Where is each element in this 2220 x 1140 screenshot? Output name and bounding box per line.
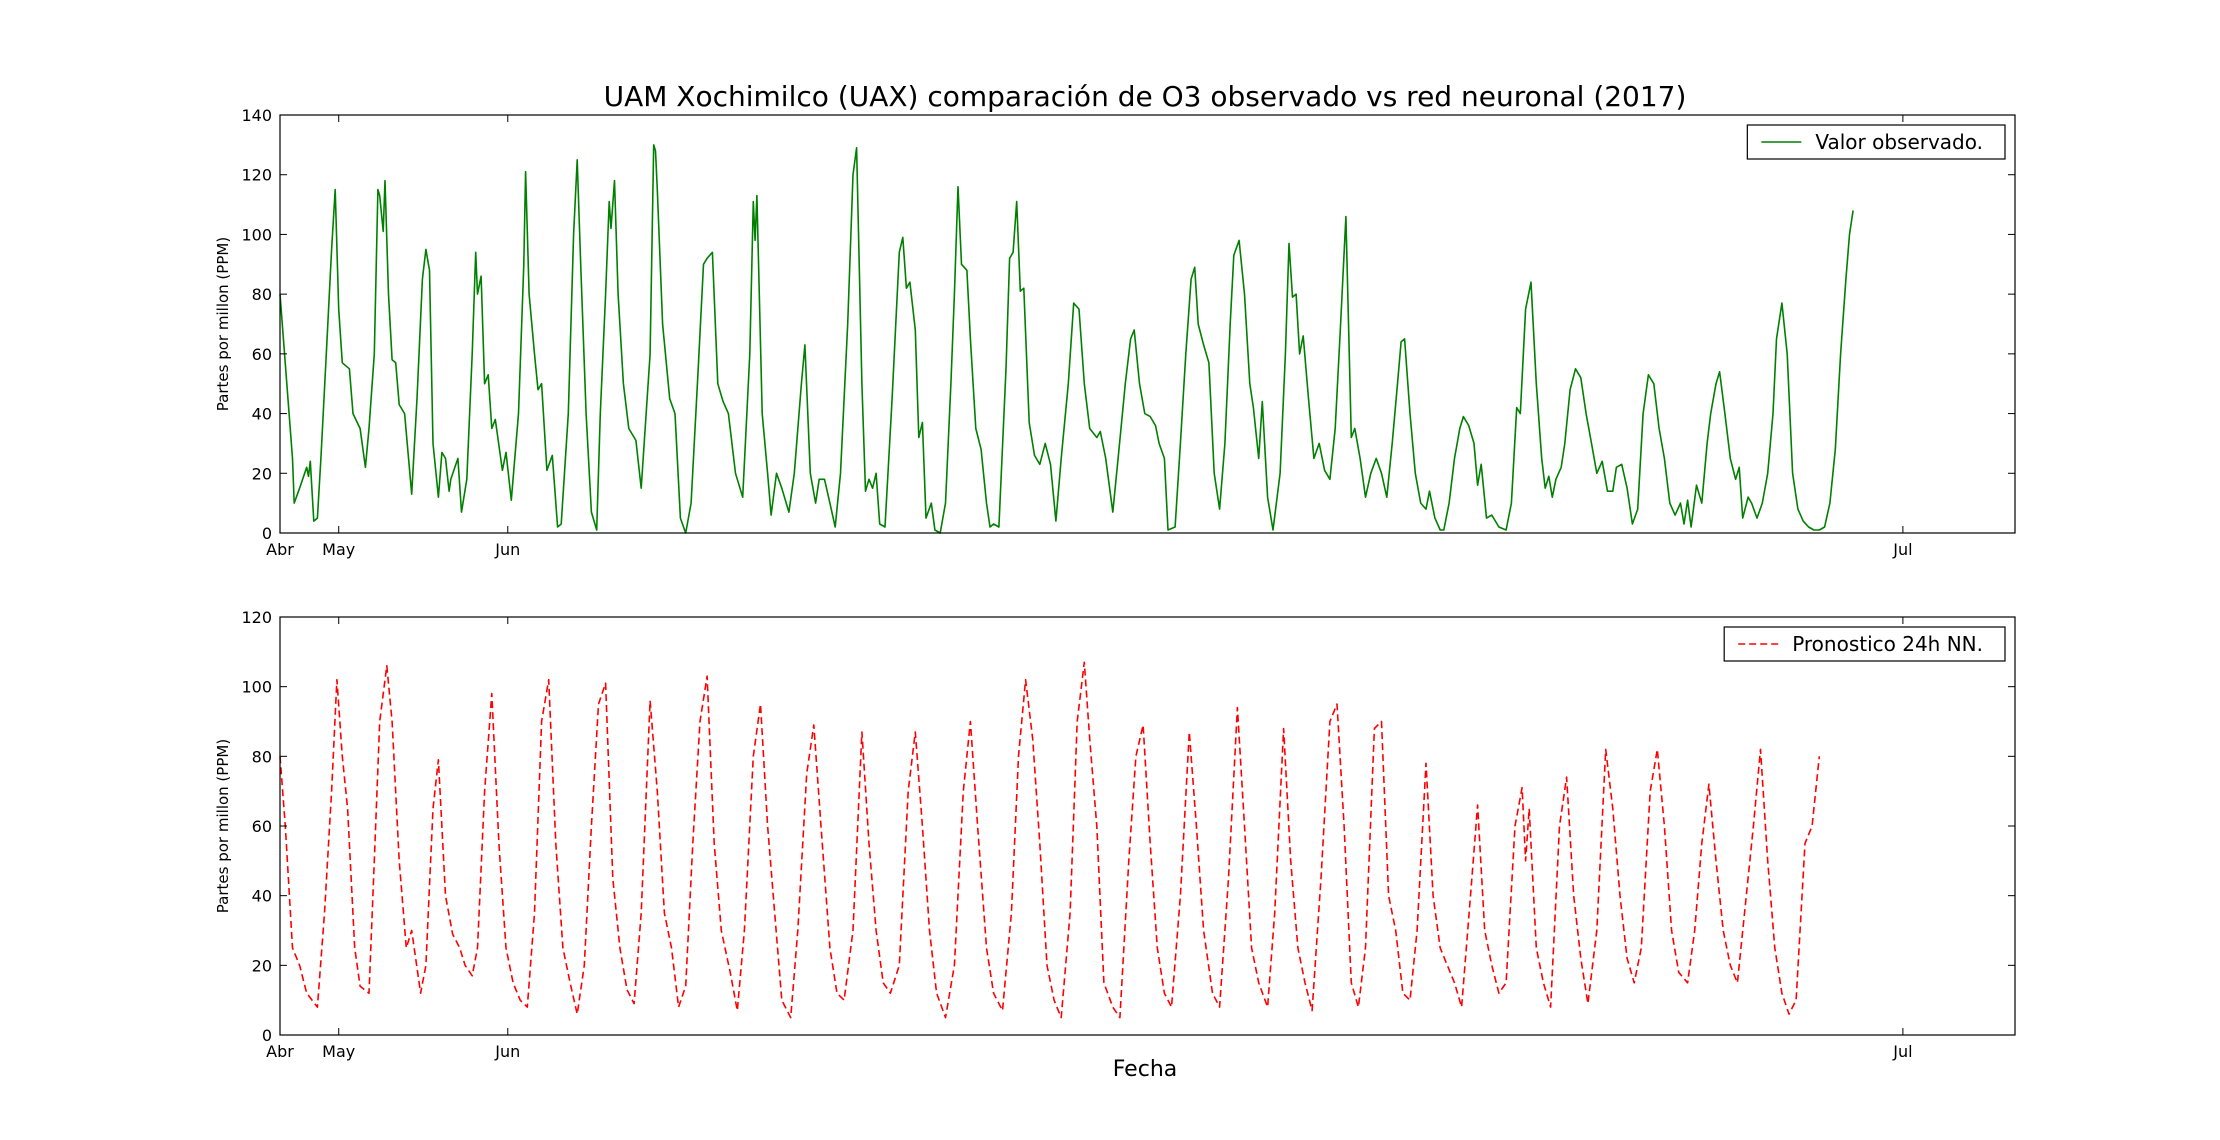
forecast-legend-label: Pronostico 24h NN.	[1792, 632, 1983, 656]
observed-y-tick-label: 20	[252, 464, 272, 483]
observed-x-tick-label: Abr	[266, 540, 294, 559]
observed-y-tick-label: 100	[241, 225, 272, 244]
observed-x-tick-label: May	[322, 540, 355, 559]
forecast-y-tick-label: 120	[241, 608, 272, 627]
forecast-y-tick-label: 60	[252, 817, 272, 836]
forecast-y-tick-label: 40	[252, 887, 272, 906]
forecast-x-tick-label: May	[322, 1042, 355, 1061]
forecast-y-tick-label: 80	[252, 747, 272, 766]
observed-plot-area	[279, 144, 1854, 534]
forecast-plot-area	[279, 661, 1821, 1019]
observed-y-tick-label: 80	[252, 285, 272, 304]
forecast-series-line	[279, 661, 1821, 1019]
observed-y-tick-label: 140	[241, 106, 272, 125]
observed-y-tick-label: 120	[241, 166, 272, 185]
forecast-legend: Pronostico 24h NN.	[1723, 626, 2006, 662]
forecast-y-ticks: 0 20 40 60 80 100 120	[241, 608, 2015, 1045]
observed-legend: Valor observado.	[1746, 124, 2006, 160]
forecast-panel: 0 20 40 60 80 100 120 Abr May Jun Jul Partes por …	[214, 608, 2016, 1061]
forecast-axes-frame	[279, 616, 2016, 1036]
forecast-y-axis-label: Partes por millon (PPM)	[214, 739, 232, 913]
observed-y-axis-label: Partes por millon (PPM)	[214, 237, 232, 411]
forecast-y-tick-label: 100	[241, 678, 272, 697]
observed-y-tick-label: 40	[252, 405, 272, 424]
forecast-x-ticks: Abr May Jun Jul	[266, 617, 1913, 1061]
x-axis-label: Fecha	[1113, 1057, 1178, 1082]
forecast-y-tick-label: 20	[252, 956, 272, 975]
forecast-y-tick-label: 0	[262, 1026, 272, 1045]
observed-x-tick-label: Jul	[1892, 540, 1912, 559]
observed-y-tick-label: 0	[262, 524, 272, 543]
forecast-x-tick-label: Jul	[1892, 1042, 1912, 1061]
observed-x-ticks: Abr May Jun Jul	[266, 115, 1913, 559]
observed-legend-label: Valor observado.	[1815, 130, 1983, 154]
observed-panel: 0 20 40 60 80 100 120 140 Abr May Jun Jul Partes p…	[214, 106, 2016, 559]
observed-y-tick-label: 60	[252, 345, 272, 364]
figure-title: UAM Xochimilco (UAX) comparación de O3 o…	[604, 80, 1687, 113]
observed-series-line	[279, 144, 1854, 534]
observed-y-ticks: 0 20 40 60 80 100 120 140	[241, 106, 2015, 543]
forecast-x-tick-label: Abr	[266, 1042, 294, 1061]
observed-x-tick-label: Jun	[494, 540, 520, 559]
forecast-x-tick-label: Jun	[494, 1042, 520, 1061]
observed-axes-frame	[279, 114, 2016, 534]
forecast-legend-box	[1723, 626, 2006, 662]
